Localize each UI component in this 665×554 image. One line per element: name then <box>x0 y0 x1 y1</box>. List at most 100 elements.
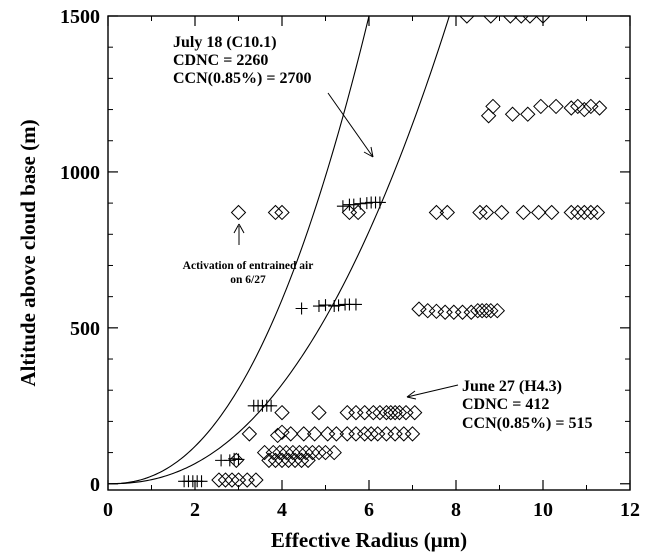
june27-series <box>211 16 608 488</box>
diamond-marker <box>485 98 501 115</box>
diamond-marker <box>224 472 240 488</box>
diamond-marker <box>387 404 403 421</box>
x-axis-title: Effective Radius (μm) <box>271 528 467 552</box>
plot-content <box>108 16 608 488</box>
july18-arrowhead <box>363 146 374 158</box>
entrained-annotation-line2: on 6/27 <box>230 274 266 286</box>
july18-annotation-line1: July 18 (C10.1) <box>173 34 277 51</box>
diamond-marker <box>311 444 327 461</box>
diamond-marker <box>391 404 408 421</box>
axis-ticks <box>107 15 631 490</box>
diamond-marker <box>239 472 255 488</box>
diamond-marker <box>326 444 342 461</box>
diamond-marker <box>446 304 462 320</box>
plus-marker <box>265 399 278 412</box>
diamond-marker <box>563 100 579 116</box>
diamond-marker <box>228 452 245 469</box>
diamond-marker <box>483 302 499 319</box>
june27-arrowhead <box>406 390 417 400</box>
diamond-marker <box>274 204 290 221</box>
diamond-marker <box>396 426 412 442</box>
july18-arrow <box>327 92 374 158</box>
diamond-marker <box>489 302 506 319</box>
july18-series <box>178 196 386 488</box>
diamond-marker <box>478 302 495 319</box>
diamond-marker <box>265 444 282 461</box>
diamond-marker <box>576 204 593 221</box>
june27-annotation-line1: June 27 (H4.3) <box>462 378 562 395</box>
diamond-marker <box>287 452 303 469</box>
diamond-marker <box>591 100 608 116</box>
diamond-marker <box>383 404 399 421</box>
y-tick-label: 1000 <box>60 162 100 184</box>
june27-annotation-line2: CDNC = 412 <box>462 396 549 413</box>
diamond-marker <box>248 472 264 488</box>
diamond-marker <box>378 426 395 442</box>
diamond-marker <box>296 426 312 442</box>
june27-annotation: June 27 (H4.3) CDNC = 412 CCN(0.85%) = 5… <box>406 378 592 432</box>
diamond-marker <box>319 426 336 442</box>
entrained-annotation: Activation of entrained air on 6/27 <box>183 223 314 286</box>
july18-annotation-line2: CDNC = 2260 <box>173 52 268 69</box>
diamond-marker <box>589 204 606 221</box>
july18-annotation: July 18 (C10.1) CDNC = 2260 CCN(0.85%) =… <box>173 34 374 158</box>
diamond-marker <box>285 444 301 461</box>
diamond-marker <box>211 472 227 488</box>
diamond-marker <box>404 426 421 442</box>
diamond-marker <box>363 426 379 442</box>
diamond-marker <box>356 404 373 421</box>
y-axis-title: Altitude above cloud base (m) <box>16 119 40 386</box>
diamond-marker <box>372 404 388 421</box>
diamond-marker <box>328 426 345 442</box>
diamond-marker <box>478 204 495 221</box>
diamond-marker <box>570 98 586 115</box>
plus-marker <box>195 475 208 488</box>
diamond-marker <box>570 204 586 221</box>
diamond-marker <box>274 404 290 421</box>
diamond-marker <box>278 444 295 461</box>
x-tick-label: 8 <box>451 499 461 521</box>
diamond-marker <box>387 426 403 442</box>
diamond-marker <box>269 427 286 444</box>
x-tick-label: 2 <box>190 499 200 521</box>
diamond-marker <box>576 101 593 118</box>
diamond-marker <box>261 452 277 469</box>
june27-annotation-line3: CCN(0.85%) = 515 <box>462 415 592 432</box>
diamond-marker <box>543 204 560 221</box>
diamond-marker <box>339 426 355 442</box>
diamond-marker <box>583 204 599 221</box>
july18-curve <box>108 16 370 485</box>
y-tick-label: 500 <box>70 318 100 340</box>
diamond-marker <box>274 452 290 469</box>
diamond-marker <box>298 444 314 461</box>
plus-marker <box>312 300 325 313</box>
entrained-annotation-line1: Activation of entrained air <box>183 260 314 272</box>
diamond-marker <box>504 106 521 122</box>
diamond-marker <box>348 404 364 421</box>
diamond-marker <box>515 204 532 221</box>
diamond-marker <box>280 452 297 469</box>
entrained-arrowhead <box>233 223 245 234</box>
diamond-marker <box>411 301 427 317</box>
x-tick-label: 0 <box>103 499 113 521</box>
diamond-marker <box>530 204 547 221</box>
x-tick-label: 6 <box>364 499 374 521</box>
diamond-marker <box>513 16 529 24</box>
diamond-marker <box>300 452 316 469</box>
diamond-marker <box>522 16 538 24</box>
diamond-marker <box>267 204 284 221</box>
diamond-marker <box>282 426 299 442</box>
plus-marker <box>349 298 362 311</box>
diamond-marker <box>470 302 486 319</box>
axis-tick-labels: 0 2 4 6 8 10 12 0 500 1000 1500 <box>60 6 640 521</box>
diamond-marker <box>502 16 519 24</box>
diamond-marker <box>428 303 445 320</box>
diamond-marker <box>350 204 366 221</box>
diamond-marker <box>311 404 327 421</box>
diamond-marker <box>406 404 423 421</box>
diamond-marker <box>454 304 471 320</box>
june27-arrow <box>406 384 459 398</box>
y-tick-label: 0 <box>90 474 100 496</box>
plus-marker <box>347 198 360 211</box>
